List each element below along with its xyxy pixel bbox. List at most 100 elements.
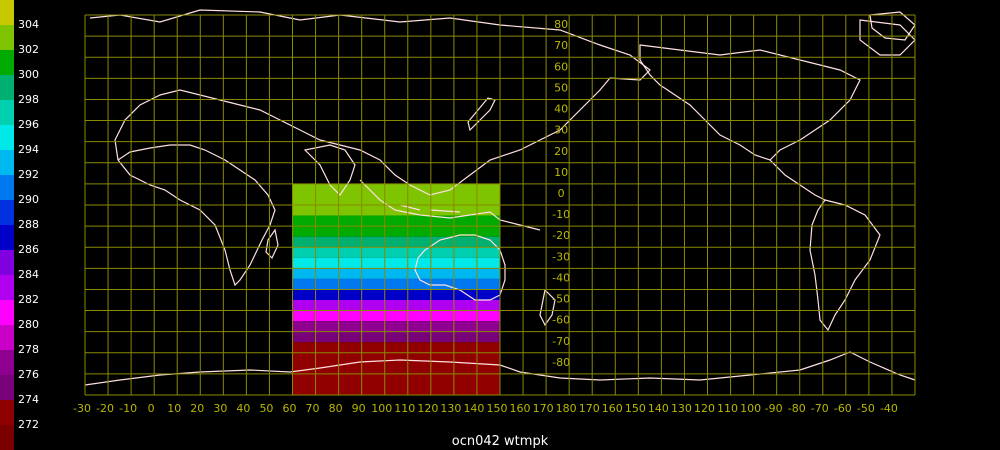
colorbar-swatch <box>0 425 14 450</box>
colorbar-swatch <box>0 75 14 100</box>
colorbar-swatch <box>0 225 14 250</box>
map-title: ocn042 wtmpk <box>451 434 549 449</box>
colorbar-label: 280 <box>18 318 39 331</box>
colorbar-swatch <box>0 300 14 325</box>
greenland-coast <box>869 11 916 41</box>
latitude-label: 10 <box>554 166 568 179</box>
longitude-label: 170 <box>533 402 554 415</box>
colorbar-swatch <box>0 325 14 350</box>
longitude-label: 30 <box>213 402 227 415</box>
latitude-label: 0 <box>558 187 565 200</box>
longitude-label: 180 <box>556 402 577 415</box>
colorbar-swatch <box>0 125 14 150</box>
field-band <box>292 310 500 322</box>
field-band <box>292 300 500 311</box>
latitude-label: 40 <box>554 103 568 116</box>
latitude-label: 50 <box>554 81 568 94</box>
north-america-coast <box>639 19 916 161</box>
latitude-label: -70 <box>552 335 570 348</box>
longitude-label: 60 <box>283 402 297 415</box>
longitude-label: -90 <box>765 402 783 415</box>
colorbar-label: 290 <box>18 193 39 206</box>
longitude-label: 70 <box>306 402 320 415</box>
colorbar-swatch <box>0 100 14 125</box>
field-band <box>292 183 500 205</box>
longitude-label: 100 <box>740 402 761 415</box>
australia-coast <box>414 234 506 301</box>
colorbar-label: 302 <box>18 43 39 56</box>
longitude-label: 110 <box>394 402 415 415</box>
latitude-label: -20 <box>552 229 570 242</box>
colorbar-swatch <box>0 275 14 300</box>
field-band <box>292 278 500 290</box>
latitude-label: -30 <box>552 250 570 263</box>
field-band <box>292 321 500 332</box>
longitude-label: -20 <box>96 402 114 415</box>
field-band <box>292 268 500 279</box>
field-band <box>292 215 500 227</box>
antarctica-coast <box>84 351 916 386</box>
colorbar-swatch <box>0 25 14 50</box>
colorbar-swatch <box>0 175 14 200</box>
colorbar-label: 276 <box>18 368 39 381</box>
longitude-label: 170 <box>579 402 600 415</box>
longitude-label: -70 <box>811 402 829 415</box>
longitude-label: 150 <box>625 402 646 415</box>
longitude-label: 50 <box>259 402 273 415</box>
colorbar-label: 272 <box>18 418 39 431</box>
longitude-label: 130 <box>440 402 461 415</box>
colorbar-label: 300 <box>18 68 39 81</box>
colorbar-label: 286 <box>18 243 39 256</box>
colorbar-swatch <box>0 350 14 375</box>
longitude-label: -80 <box>788 402 806 415</box>
colorbar-label: 274 <box>18 393 39 406</box>
longitude-label: 20 <box>190 402 204 415</box>
colorbar-label: 282 <box>18 293 39 306</box>
graticule <box>84 14 916 396</box>
field-band <box>292 342 500 395</box>
longitude-label: 40 <box>236 402 250 415</box>
longitude-label: 140 <box>463 402 484 415</box>
colorbar-label: 296 <box>18 118 39 131</box>
longitude-labels: -30 -20 -10 0 10 20 30 40 50 60 70 80 90 100 110 120 130… <box>73 402 898 415</box>
longitude-label: 110 <box>717 402 738 415</box>
field-band <box>292 247 500 258</box>
eurasia-coast <box>89 9 651 196</box>
longitude-label: -50 <box>857 402 875 415</box>
field-band <box>292 236 500 248</box>
longitude-label: 120 <box>694 402 715 415</box>
longitude-label: -40 <box>880 402 898 415</box>
latitude-label: -50 <box>552 293 570 306</box>
colorbar-label: 292 <box>18 168 39 181</box>
latitude-label: -10 <box>552 208 570 221</box>
longitude-label: 100 <box>371 402 392 415</box>
longitude-label: 80 <box>329 402 343 415</box>
latitude-labels: 80 70 60 50 40 30 20 10 0 -10 -20 -30 -40 -50 -60 -70 -8… <box>552 18 570 369</box>
longitude-label: 130 <box>671 402 692 415</box>
colorbar-swatch <box>0 150 14 175</box>
longitude-label: -60 <box>834 402 852 415</box>
longitude-label: 150 <box>487 402 508 415</box>
colorbar-label: 284 <box>18 268 39 281</box>
longitude-label: 0 <box>148 402 155 415</box>
colorbar-swatch <box>0 400 14 425</box>
india-coast <box>303 144 356 196</box>
longitude-label: 140 <box>648 402 669 415</box>
africa-coast <box>117 144 276 287</box>
longitude-label: 90 <box>352 402 366 415</box>
central-america-coast <box>769 159 826 201</box>
field-band <box>292 289 500 300</box>
longitude-label: 160 <box>602 402 623 415</box>
field-band <box>292 226 500 237</box>
latitude-label: -80 <box>552 356 570 369</box>
field-band <box>292 257 500 269</box>
colorbar-label: 298 <box>18 93 39 106</box>
colorbar-swatch <box>0 50 14 75</box>
colorbar-swatch <box>0 0 14 25</box>
south-america-coast <box>809 199 881 332</box>
colorbar-swatch <box>0 250 14 275</box>
colorbar-label: 294 <box>18 143 39 156</box>
latitude-label: 30 <box>554 124 568 137</box>
latitude-label: 20 <box>554 145 568 158</box>
